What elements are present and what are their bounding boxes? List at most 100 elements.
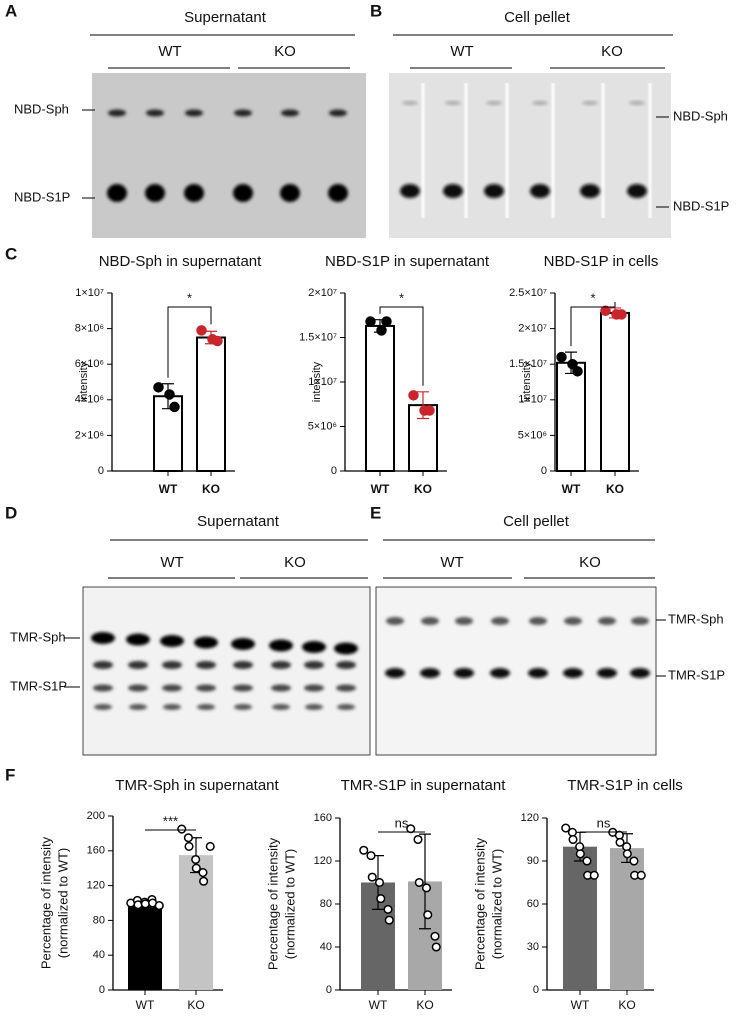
group-label: KO [284, 554, 306, 571]
gel-band [185, 109, 203, 117]
data-point [567, 827, 577, 837]
significance-label: ns [597, 815, 611, 830]
data-point [614, 830, 624, 840]
x-tick-label: KO [416, 998, 433, 1012]
x-tick-label: KO [606, 482, 624, 496]
data-point [199, 876, 209, 886]
panel-label: A [5, 1, 17, 20]
significance-label: ns [395, 815, 409, 830]
data-point [572, 366, 583, 377]
y-tick-label: 1×10⁷ [75, 287, 104, 299]
gel-title: Supernatant [184, 9, 267, 26]
group-label: KO [579, 554, 601, 571]
gel-band [145, 184, 165, 202]
y-tick-label: 0 [98, 465, 104, 477]
data-point [153, 382, 164, 393]
group-label: WT [440, 554, 463, 571]
band-label: TMR-S1P [10, 678, 67, 693]
gel-band [197, 704, 215, 710]
data-point [616, 309, 627, 320]
bar [196, 336, 226, 472]
band-label: NBD-S1P [14, 189, 70, 204]
gel-band [630, 668, 650, 678]
gel-band [420, 668, 440, 678]
data-point [196, 325, 207, 336]
significance-bracket [167, 306, 212, 378]
gel-band [580, 184, 600, 198]
gel-band [234, 109, 252, 117]
gel-band [93, 661, 113, 669]
gel-band [400, 184, 420, 198]
data-point [561, 823, 571, 833]
group-label: KO [274, 43, 296, 60]
gel-streak [463, 83, 469, 218]
gel-band [269, 639, 293, 652]
x-tick-label: WT [571, 998, 590, 1012]
bar [563, 846, 597, 990]
group-label: WT [158, 43, 181, 60]
gel-band [491, 617, 509, 625]
data-point [575, 842, 585, 852]
gel-band [564, 617, 582, 625]
y-tick-label: 4×10⁶ [75, 394, 104, 406]
gel-band [128, 661, 148, 669]
gel-band [454, 668, 474, 678]
gel-band [328, 184, 348, 202]
data-point [376, 325, 387, 336]
gel-band [128, 684, 148, 692]
chart-title: NBD-Sph in supernatant [99, 253, 262, 270]
gel-band [184, 184, 204, 202]
gel-band [196, 684, 216, 692]
gel-title: Supernatant [197, 513, 280, 530]
gel-band [627, 184, 647, 198]
x-tick-label: KO [187, 998, 204, 1012]
gel-band [445, 101, 461, 105]
x-tick-label: KO [202, 482, 220, 496]
panel-label: D [5, 503, 17, 522]
gel-band [302, 641, 326, 653]
bar [610, 848, 644, 990]
gel-band [280, 184, 300, 202]
x-tick-label: KO [414, 482, 432, 496]
gel-band [196, 661, 216, 669]
band-label: NBD-S1P [673, 198, 729, 213]
y-tick-label: 5×10⁶ [518, 429, 547, 441]
y-tick-label: 0 [331, 465, 337, 477]
band-label: TMR-S1P [668, 667, 725, 682]
gel-band [443, 184, 463, 198]
gel-band [386, 617, 404, 625]
y-axis-label: intensity [311, 361, 323, 402]
data-point [212, 335, 223, 347]
panel-label: F [5, 765, 15, 784]
data-point [406, 824, 416, 834]
data-point [431, 942, 441, 952]
group-label: WT [450, 43, 473, 60]
data-point [367, 872, 377, 882]
gel-band [234, 704, 252, 710]
gel-band [563, 668, 583, 678]
panel-label: E [370, 503, 381, 522]
bar [179, 855, 213, 990]
gel-band [160, 635, 184, 647]
gel-band [455, 617, 473, 625]
y-axis-label: Percentage of intensity [265, 837, 280, 970]
y-tick-label: 2.5×10⁷ [509, 287, 547, 299]
data-point [556, 351, 567, 363]
gel-band [162, 684, 182, 692]
y-axis-label: (normalized to WT) [282, 849, 297, 960]
gel-band [337, 704, 355, 710]
data-point [421, 883, 432, 893]
data-point [154, 901, 164, 911]
data-point [164, 389, 175, 400]
y-tick-label: 120 [521, 812, 539, 824]
bar [600, 311, 630, 472]
y-tick-label: 40 [320, 941, 332, 953]
y-tick-label: 6×10⁶ [75, 358, 104, 370]
data-point [423, 910, 433, 920]
significance-label: *** [163, 813, 178, 828]
y-tick-label: 80 [93, 914, 105, 926]
y-tick-label: 120 [314, 855, 332, 867]
gel-band [530, 184, 550, 198]
data-point [365, 316, 376, 327]
